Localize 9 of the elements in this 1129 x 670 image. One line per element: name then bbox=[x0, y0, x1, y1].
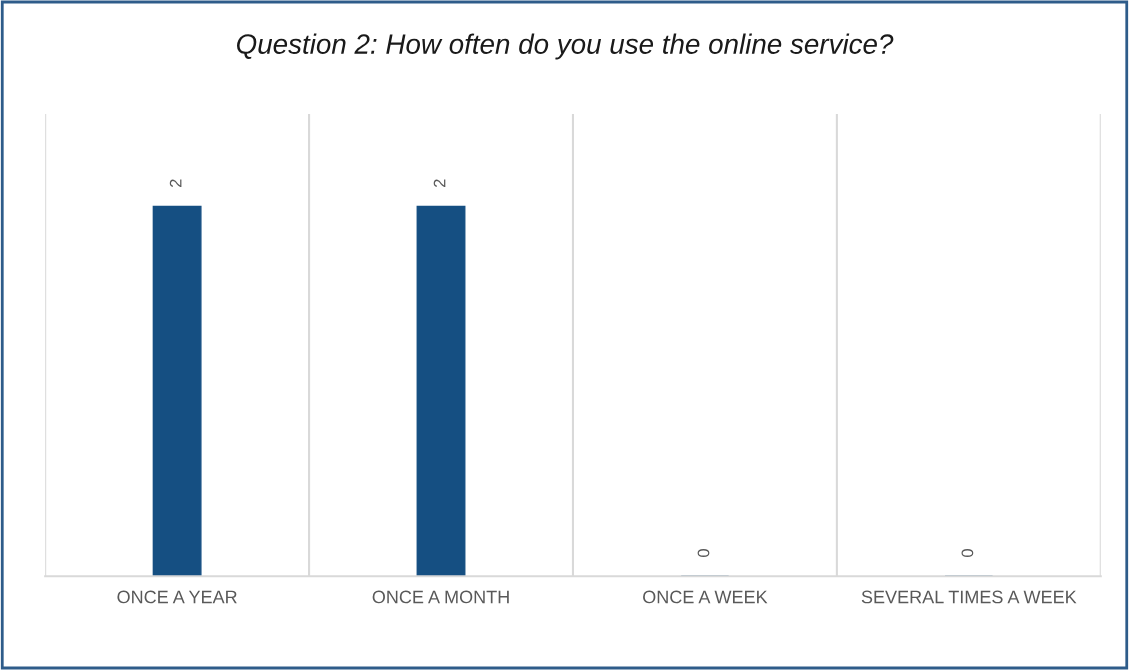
x-tick-label: ONCE A YEAR bbox=[117, 590, 237, 604]
chart-title: Question 2: How often do you use the online service? bbox=[236, 33, 894, 60]
data-label: 0 bbox=[961, 549, 974, 558]
x-tick-label: SEVERAL TIMES A WEEK bbox=[861, 590, 1077, 604]
x-tick-label: ONCE A WEEK bbox=[643, 590, 768, 604]
data-label: 2 bbox=[169, 179, 182, 188]
x-tick-label: ONCE A MONTH bbox=[372, 590, 509, 604]
data-label: 2 bbox=[433, 179, 446, 188]
data-label: 0 bbox=[697, 549, 710, 558]
